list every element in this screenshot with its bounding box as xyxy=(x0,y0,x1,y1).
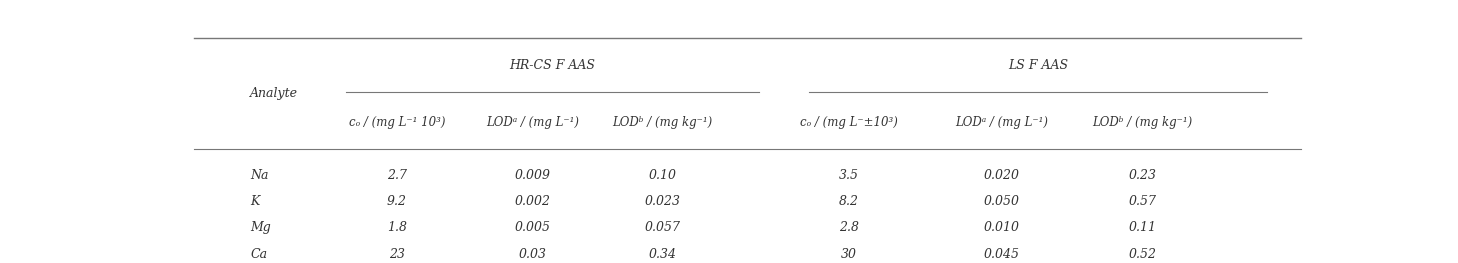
Text: HR-CS F AAS: HR-CS F AAS xyxy=(509,59,595,73)
Text: 0.010: 0.010 xyxy=(984,221,1019,235)
Text: 1.8: 1.8 xyxy=(386,221,407,235)
Text: 0.057: 0.057 xyxy=(644,221,681,235)
Text: 0.020: 0.020 xyxy=(984,169,1019,182)
Text: 0.03: 0.03 xyxy=(519,248,547,261)
Text: cₒ / (mg L⁻¹ 10³): cₒ / (mg L⁻¹ 10³) xyxy=(348,116,445,129)
Text: 0.002: 0.002 xyxy=(515,195,551,208)
Text: 0.52: 0.52 xyxy=(1128,248,1156,261)
Text: 0.10: 0.10 xyxy=(649,169,677,182)
Text: 9.2: 9.2 xyxy=(386,195,407,208)
Text: 30: 30 xyxy=(841,248,857,261)
Text: LS F AAS: LS F AAS xyxy=(1007,59,1069,73)
Text: 2.7: 2.7 xyxy=(386,169,407,182)
Text: LODᵇ / (mg kg⁻¹): LODᵇ / (mg kg⁻¹) xyxy=(612,116,713,129)
Text: 0.11: 0.11 xyxy=(1128,221,1156,235)
Text: LODᵃ / (mg L⁻¹): LODᵃ / (mg L⁻¹) xyxy=(955,116,1048,129)
Text: 0.045: 0.045 xyxy=(984,248,1019,261)
Text: 3.5: 3.5 xyxy=(838,169,859,182)
Text: LODᵃ / (mg L⁻¹): LODᵃ / (mg L⁻¹) xyxy=(486,116,579,129)
Text: Analyte: Analyte xyxy=(251,87,297,100)
Text: 8.2: 8.2 xyxy=(838,195,859,208)
Text: 0.34: 0.34 xyxy=(649,248,677,261)
Text: 0.005: 0.005 xyxy=(515,221,551,235)
Text: Na: Na xyxy=(251,169,268,182)
Text: 0.050: 0.050 xyxy=(984,195,1019,208)
Text: K: K xyxy=(251,195,260,208)
Text: LODᵇ / (mg kg⁻¹): LODᵇ / (mg kg⁻¹) xyxy=(1092,116,1193,129)
Text: 0.023: 0.023 xyxy=(644,195,681,208)
Text: Ca: Ca xyxy=(251,248,267,261)
Text: cₒ / (mg L⁻±10³): cₒ / (mg L⁻±10³) xyxy=(800,116,898,129)
Text: 2.8: 2.8 xyxy=(838,221,859,235)
Text: Mg: Mg xyxy=(251,221,271,235)
Text: 0.009: 0.009 xyxy=(515,169,551,182)
Text: 23: 23 xyxy=(389,248,405,261)
Text: 0.23: 0.23 xyxy=(1128,169,1156,182)
Text: 0.57: 0.57 xyxy=(1128,195,1156,208)
